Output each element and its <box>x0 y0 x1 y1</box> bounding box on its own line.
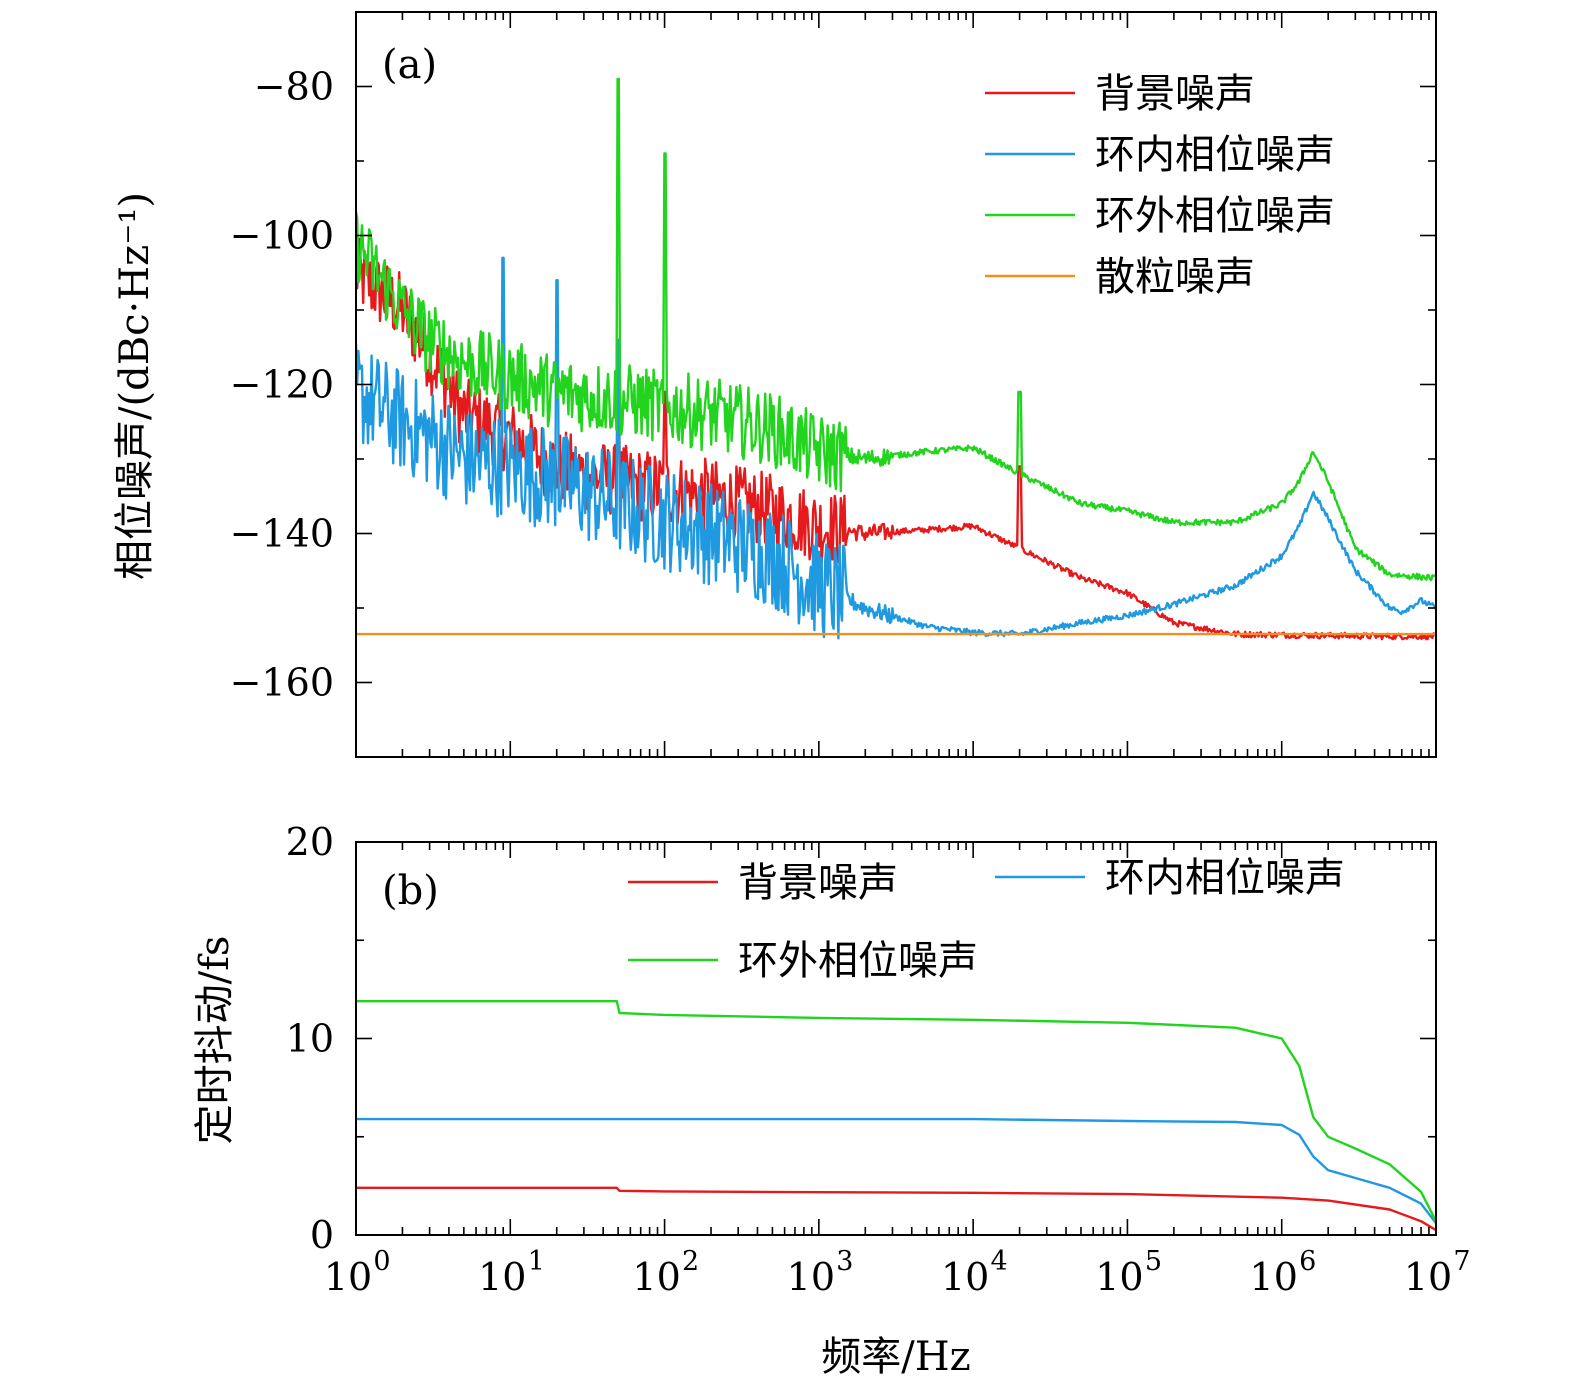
panel-b-ytick-labels: 0 10 20 <box>286 820 334 1257</box>
x-tick-exponent: 3 <box>836 1246 853 1277</box>
y-tick-label: −160 <box>230 661 334 705</box>
panel-a-frame <box>355 11 1437 758</box>
panel-a-ytick-labels: −80 −100 −120 −140 −160 <box>230 65 334 705</box>
y-tick-label: 20 <box>286 820 334 864</box>
y-tick-label: 0 <box>310 1213 334 1257</box>
x-tick-label: 10 <box>478 1255 526 1299</box>
x-tick-label: 10 <box>1404 1255 1452 1299</box>
panel-a-ylabel: 相位噪声/(dBc·Hz⁻¹) <box>112 192 158 580</box>
panel-b-ylabel: 定时抖动/fs <box>192 936 238 1145</box>
legend-label: 环内相位噪声 <box>1095 132 1335 178</box>
x-tick-exponent: 6 <box>1299 1246 1316 1277</box>
legend-label: 散粒噪声 <box>1095 254 1255 300</box>
panel-b-ticks <box>355 841 1437 1236</box>
series-line-3 <box>356 1000 1436 1222</box>
x-tick-label: 10 <box>632 1255 680 1299</box>
x-tick-label: 10 <box>787 1255 835 1299</box>
y-tick-label: −80 <box>254 65 334 109</box>
x-axis-title: 频率/Hz <box>821 1334 970 1380</box>
x-tick-exponent: 4 <box>991 1246 1008 1277</box>
y-tick-label: −140 <box>230 512 334 556</box>
legend-label: 背景噪声 <box>1095 71 1255 117</box>
panel-a-tag: (a) <box>382 42 437 88</box>
x-tick-label: 10 <box>324 1255 372 1299</box>
x-tick-labels: 10 0 10 1 10 2 10 3 10 4 10 5 10 6 10 7 <box>324 1246 1471 1299</box>
x-tick-exponent: 2 <box>682 1246 699 1277</box>
x-tick-exponent: 0 <box>373 1246 390 1277</box>
x-tick-label: 10 <box>941 1255 989 1299</box>
panel-b-tag: (b) <box>382 868 439 914</box>
y-tick-label: −100 <box>230 214 334 258</box>
x-tick-label: 10 <box>1095 1255 1143 1299</box>
series-line-3 <box>356 77 1436 582</box>
panel-a: (a) −80−100−120−140−160 相位噪声/(dBc·Hz⁻¹) … <box>112 11 1437 758</box>
y-tick-label: −120 <box>230 363 334 407</box>
legend-label: 背景噪声 <box>738 860 898 906</box>
panel-b-frame <box>355 841 1437 1236</box>
legend-label: 环外相位噪声 <box>1095 193 1335 239</box>
panel-a-ticks <box>355 11 1437 758</box>
panel-a-series <box>356 77 1436 641</box>
legend-label: 环内相位噪声 <box>1105 855 1345 901</box>
series-line-2 <box>356 1117 1436 1224</box>
x-tick-exponent: 7 <box>1453 1246 1470 1277</box>
panel-b-series <box>356 1000 1436 1232</box>
x-tick-label: 10 <box>1250 1255 1298 1299</box>
y-tick-label: 10 <box>286 1017 334 1061</box>
x-tick-exponent: 5 <box>1145 1246 1162 1277</box>
series-line-1 <box>356 1186 1436 1232</box>
x-tick-exponent: 1 <box>528 1246 545 1277</box>
series-line-2 <box>356 256 1436 640</box>
legend-label: 环外相位噪声 <box>738 938 978 984</box>
